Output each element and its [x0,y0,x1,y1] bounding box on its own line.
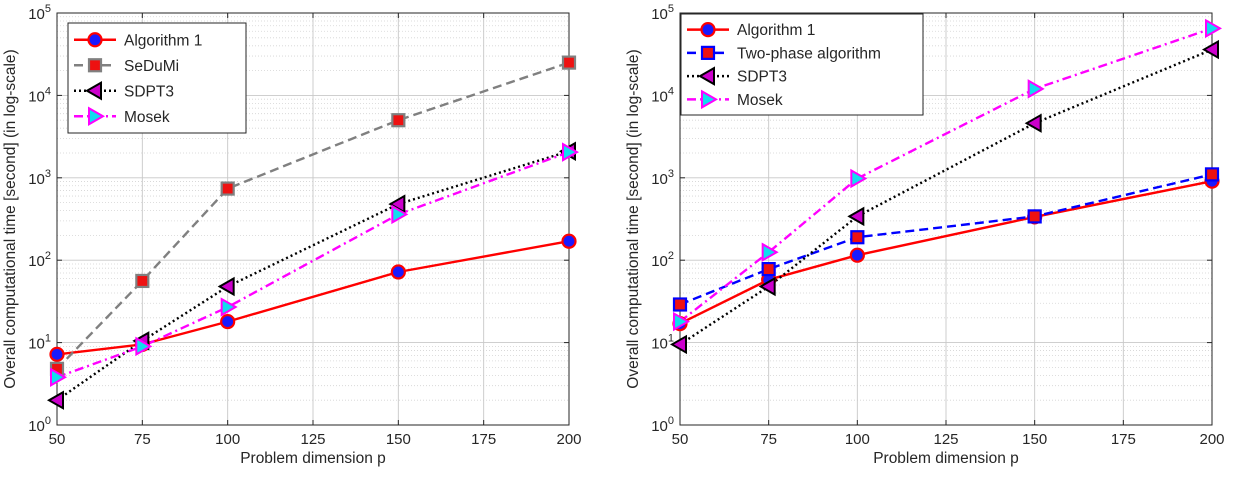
legend-box [680,13,924,116]
y-tick-label: 101 [651,333,674,353]
y-tick-label: 102 [651,250,674,270]
y-tick-label: 100 [28,415,51,435]
data-point-series-3 [1024,113,1042,133]
x-tick-label: 125 [933,431,958,448]
y-axis-label: Overall computational time [second] (in … [625,49,642,388]
data-point-series-3 [217,276,235,297]
data-point-series-1 [390,264,406,280]
x-tick-label: 75 [134,431,151,448]
legend-label: Two-phase algorithm [737,45,881,62]
y-tick-label: 105 [28,3,51,23]
legend-label: SDPT3 [737,69,787,86]
chart-panel-2: 50 75 100 125 150 175 200 100 101 102 103 104 105 Pro… [625,3,1225,467]
y-tick-label: 101 [28,333,51,353]
data-point-series-2 [761,261,776,277]
series-line-3 [679,48,1213,346]
legend-label: Algorithm 1 [124,32,202,49]
legend-label: Algorithm 1 [737,22,815,39]
x-tick-label: 125 [300,431,325,448]
y-tick-label: 103 [651,168,674,188]
legend-marker [87,58,103,73]
data-point-series-3 [847,206,865,227]
data-point-series-1 [849,247,865,263]
data-point-series-4 [135,336,153,357]
data-point-series-1 [49,346,65,362]
data-point-series-4 [562,142,580,162]
x-tick-label: 50 [672,431,689,448]
data-point-series-1 [220,313,236,330]
y-axis-label: Overall computational time [second] (in … [2,49,19,388]
legend-marker [88,106,106,126]
legend-marker [700,22,716,38]
legend-marker [697,66,715,86]
data-point-series-3 [388,194,406,214]
data-point-series-3 [669,334,687,355]
data-point-series-3 [46,390,64,410]
x-tick-label: 200 [1199,431,1224,448]
x-tick-label: 175 [471,431,496,448]
data-point-series-4 [50,367,68,387]
x-tick-label: 50 [49,431,66,448]
legend-marker [84,81,102,101]
data-point-series-4 [673,311,691,332]
x-tick-label: 150 [1022,431,1047,448]
legend-label: Mosek [737,92,783,109]
chart-panel-1: 50 75 100 125 150 175 200 100 101 102 103 104 105 Pro… [2,3,582,467]
data-point-series-4 [1027,79,1045,99]
y-tick-label: 100 [651,415,674,435]
legend-label: Mosek [124,109,170,126]
data-point-series-2 [391,113,406,128]
data-point-series-2 [672,297,688,312]
x-tick-label: 175 [1111,431,1136,448]
y-tick-label: 105 [651,3,674,23]
series-line-4 [679,27,1213,323]
legend-marker [701,89,719,110]
data-point-series-2 [1027,209,1042,224]
y-tick-label: 104 [28,85,51,105]
data-point-series-3 [758,276,776,297]
x-axis-label: Problem dimension p [240,450,386,467]
x-tick-label: 200 [556,431,581,448]
x-tick-label: 100 [215,431,240,448]
data-point-series-1 [561,233,577,249]
legend-label: SDPT3 [124,83,174,100]
legend-marker [87,32,103,48]
y-tick-label: 103 [28,168,51,188]
x-axis-label: Problem dimension p [873,450,1019,467]
data-point-series-2 [220,181,235,196]
x-tick-label: 150 [386,431,411,448]
data-point-series-2 [135,273,150,289]
x-tick-label: 100 [845,431,870,448]
data-point-series-4 [391,204,409,225]
data-point-series-2 [561,55,577,70]
data-point-series-4 [761,242,779,262]
y-tick-label: 104 [651,85,674,105]
data-point-series-2 [1204,167,1220,182]
data-point-series-3 [1201,39,1219,60]
series-line-2 [56,61,570,370]
x-tick-label: 75 [760,431,777,448]
data-point-series-4 [220,297,238,317]
data-point-series-4 [850,168,868,189]
data-point-series-2 [850,230,865,245]
data-point-series-4 [1205,18,1223,39]
legend-label: SeDuMi [124,58,179,75]
legend-marker [700,45,716,60]
y-tick-label: 102 [28,250,51,270]
